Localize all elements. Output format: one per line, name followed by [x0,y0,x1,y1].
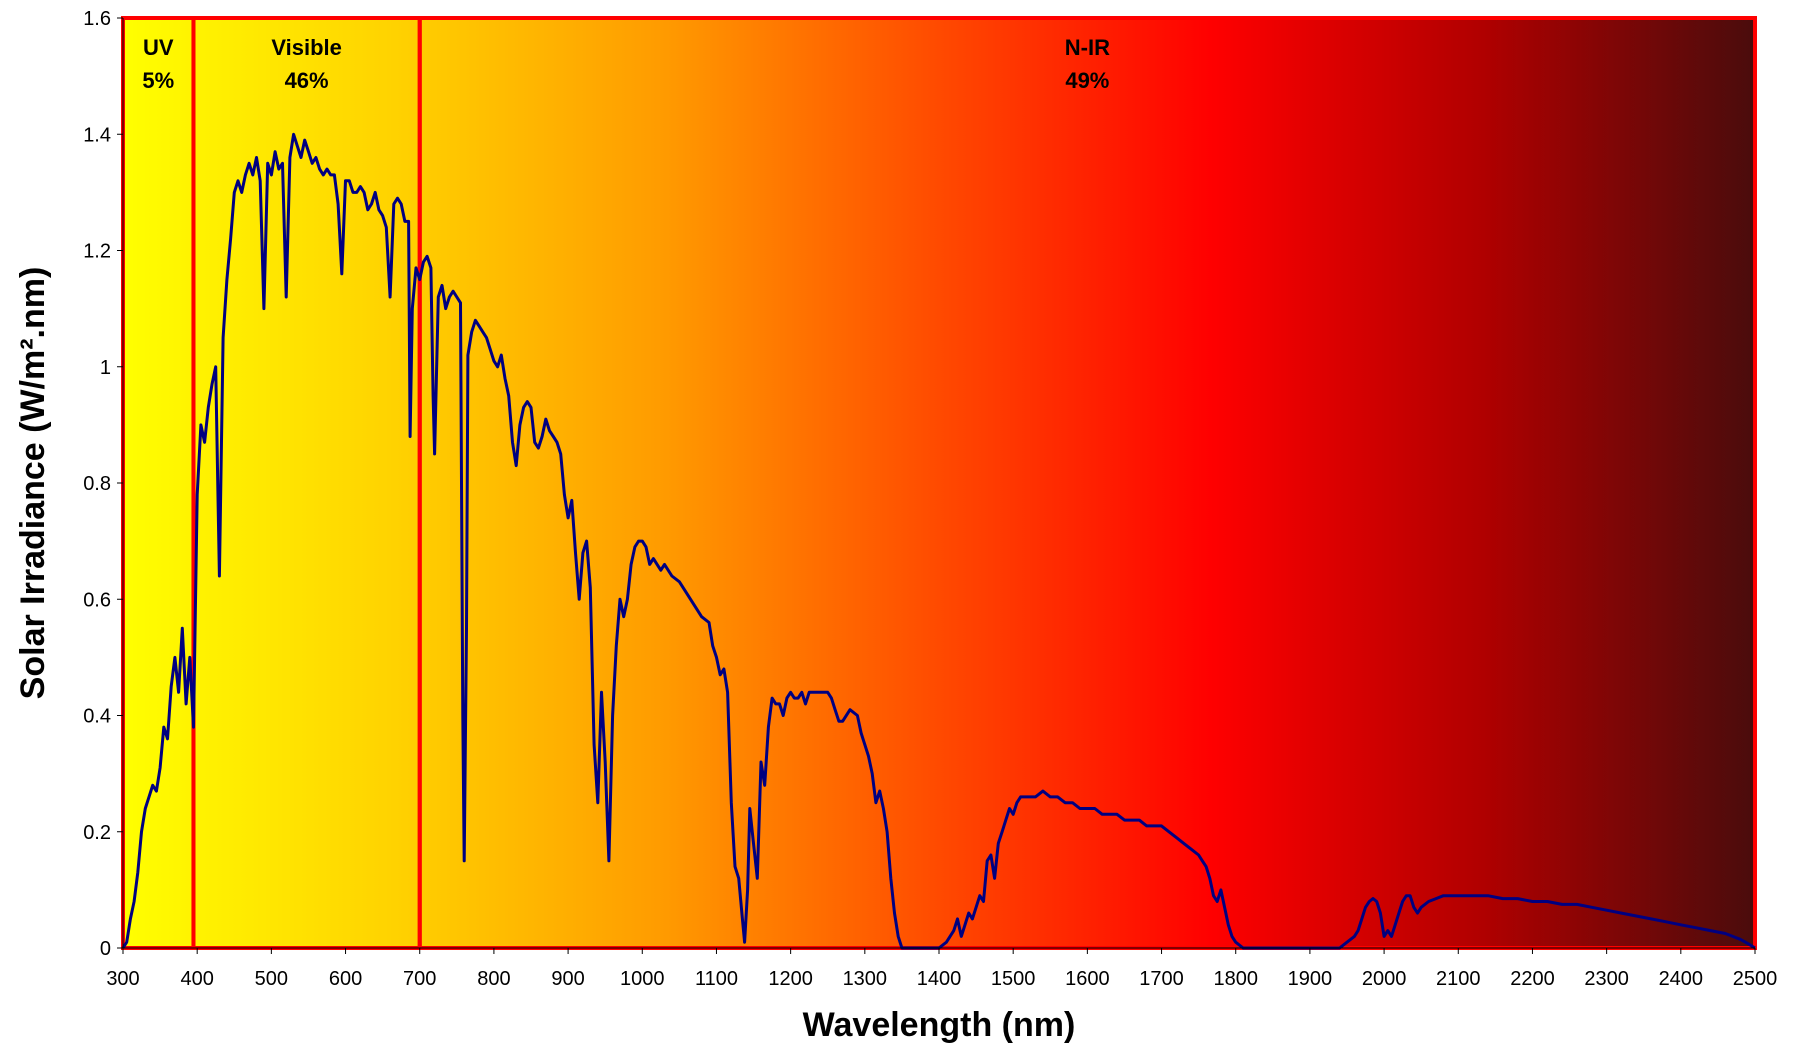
x-tick-label: 1700 [1139,968,1184,990]
y-tick-label: 0.8 [83,473,111,495]
x-tick-label: 400 [180,968,213,990]
band-percent-visible: 46% [285,68,329,93]
x-tick-label: 900 [551,968,584,990]
x-tick-label: 2300 [1584,968,1629,990]
y-tick-label: 0.6 [83,589,111,611]
x-tick-label: 1100 [695,968,738,990]
x-tick-label: 800 [477,968,510,990]
x-tick-label: 1200 [768,968,813,990]
y-tick-label: 0.4 [83,706,111,728]
y-tick-label: 1.6 [83,8,111,30]
band-percent-n-ir: 49% [1065,68,1109,93]
x-tick-label: 1300 [843,968,888,990]
y-tick-label: 1.4 [83,124,111,146]
x-tick-label: 2400 [1659,968,1704,990]
x-tick-label: 2100 [1436,968,1481,990]
y-tick-label: 1.2 [83,241,111,263]
x-tick-label: 700 [403,968,436,990]
band-label-visible: Visible [271,35,342,60]
x-tick-label: 2000 [1362,968,1407,990]
x-tick-label: 600 [329,968,362,990]
y-tick-label: 0.2 [83,822,111,844]
x-tick-label: 1000 [620,968,665,990]
plot-background [123,18,1755,948]
x-tick-label: 500 [255,968,288,990]
x-tick-label: 1500 [991,968,1036,990]
band-percent-uv: 5% [142,68,174,93]
series-line-0 [121,132,1756,950]
x-tick-label: 300 [106,968,139,990]
x-tick-label: 1800 [1213,968,1258,990]
band-label-uv: UV [143,35,174,60]
x-tick-label: 1400 [917,968,962,990]
y-tick-label: 0 [100,938,111,960]
x-axis-title: Wavelength (nm) [803,1006,1076,1044]
y-axis-title: Solar Irradiance (W/m².nm) [14,267,52,700]
x-tick-label: 1600 [1065,968,1110,990]
x-tick-label: 2200 [1510,968,1555,990]
x-tick-label: 1900 [1288,968,1333,990]
x-tick-label: 2500 [1733,968,1778,990]
y-tick-label: 1 [100,357,111,379]
band-label-n-ir: N-IR [1065,35,1110,60]
